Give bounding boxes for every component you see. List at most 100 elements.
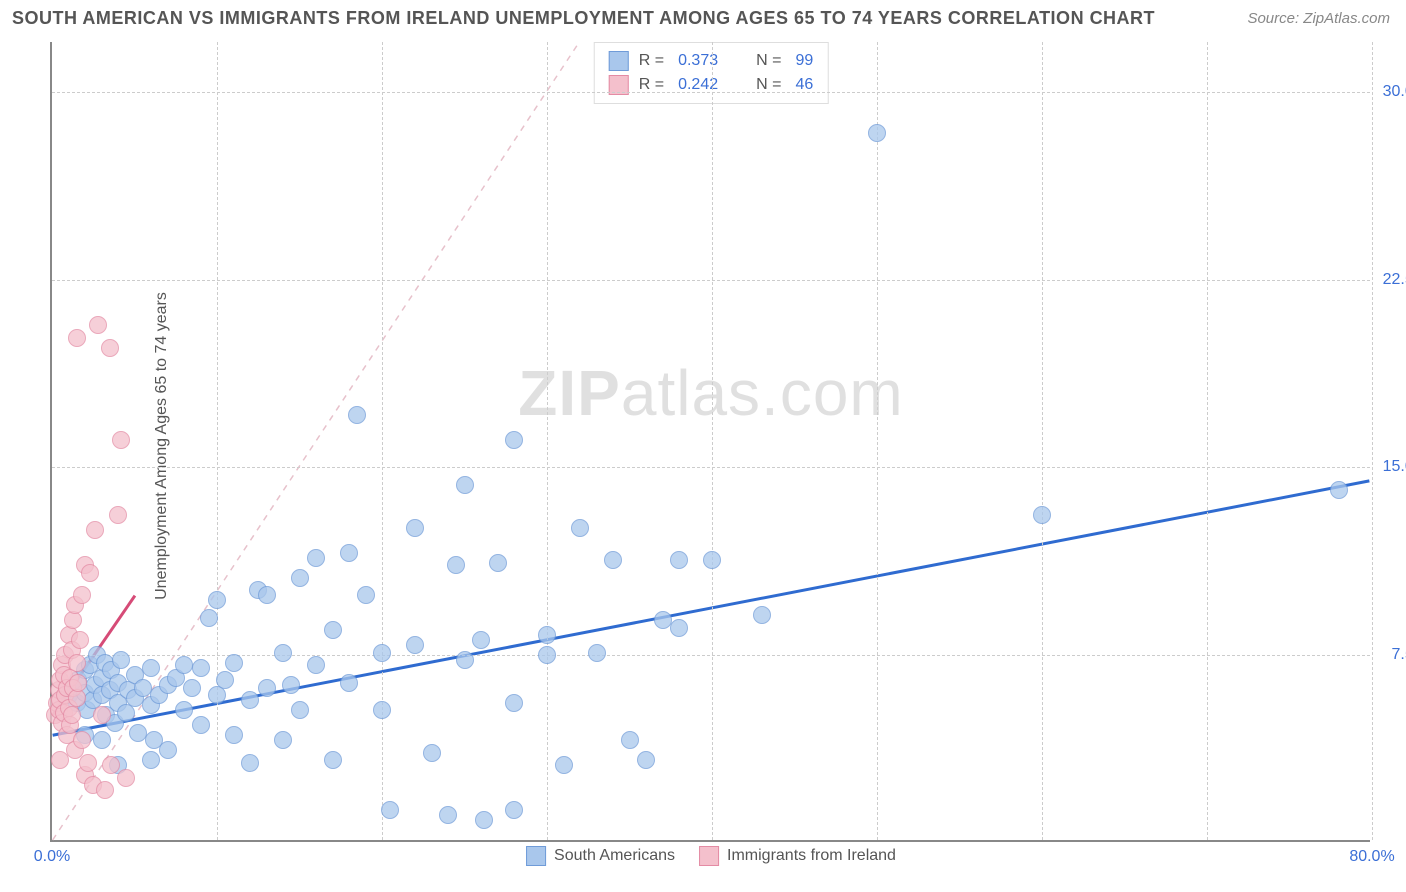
data-point: [703, 551, 721, 569]
data-point: [68, 654, 86, 672]
y-tick-label: 30.0%: [1383, 83, 1406, 101]
data-point: [102, 756, 120, 774]
data-point: [183, 679, 201, 697]
data-point: [79, 754, 97, 772]
data-point: [340, 544, 358, 562]
data-point: [225, 654, 243, 672]
data-point: [753, 606, 771, 624]
data-point: [51, 751, 69, 769]
data-point: [241, 691, 259, 709]
data-point: [654, 611, 672, 629]
data-point: [348, 406, 366, 424]
y-tick-label: 15.0%: [1383, 458, 1406, 476]
data-point: [175, 656, 193, 674]
grid-line-vertical: [1042, 42, 1043, 840]
data-point: [604, 551, 622, 569]
y-tick-label: 7.5%: [1392, 646, 1406, 664]
data-point: [505, 431, 523, 449]
data-point: [200, 609, 218, 627]
grid-line-vertical: [547, 42, 548, 840]
chart-container: SOUTH AMERICAN VS IMMIGRANTS FROM IRELAN…: [0, 0, 1406, 892]
data-point: [538, 646, 556, 664]
data-point: [68, 329, 86, 347]
data-point: [423, 744, 441, 762]
data-point: [73, 586, 91, 604]
data-point: [291, 701, 309, 719]
chart-title: SOUTH AMERICAN VS IMMIGRANTS FROM IRELAN…: [12, 8, 1155, 29]
data-point: [258, 679, 276, 697]
data-point: [112, 431, 130, 449]
data-point: [258, 586, 276, 604]
data-point: [373, 701, 391, 719]
data-point: [142, 751, 160, 769]
data-point: [447, 556, 465, 574]
grid-line-vertical: [217, 42, 218, 840]
data-point: [274, 731, 292, 749]
data-point: [324, 751, 342, 769]
data-point: [637, 751, 655, 769]
grid-line-vertical: [382, 42, 383, 840]
legend-series-label: Immigrants from Ireland: [727, 847, 896, 865]
data-point: [192, 716, 210, 734]
data-point: [670, 551, 688, 569]
data-point: [73, 731, 91, 749]
source-attribution: Source: ZipAtlas.com: [1247, 10, 1390, 27]
legend-swatch: [526, 846, 546, 866]
data-point: [96, 781, 114, 799]
grid-line-horizontal: [52, 92, 1370, 93]
data-point: [159, 741, 177, 759]
data-point: [282, 676, 300, 694]
data-point: [357, 586, 375, 604]
n-label: N =: [756, 52, 781, 70]
data-point: [208, 591, 226, 609]
data-point: [489, 554, 507, 572]
data-point: [129, 724, 147, 742]
legend-series-item: Immigrants from Ireland: [699, 846, 896, 866]
legend-series-item: South Americans: [526, 846, 675, 866]
data-point: [225, 726, 243, 744]
data-point: [274, 644, 292, 662]
data-point: [175, 701, 193, 719]
data-point: [142, 659, 160, 677]
data-point: [89, 316, 107, 334]
data-point: [192, 659, 210, 677]
data-point: [101, 339, 119, 357]
data-point: [71, 631, 89, 649]
data-point: [112, 651, 130, 669]
grid-line-vertical: [712, 42, 713, 840]
data-point: [216, 671, 234, 689]
data-point: [117, 769, 135, 787]
data-point: [670, 619, 688, 637]
data-point: [472, 631, 490, 649]
data-point: [406, 636, 424, 654]
data-point: [475, 811, 493, 829]
data-point: [555, 756, 573, 774]
data-point: [456, 651, 474, 669]
data-point: [538, 626, 556, 644]
y-tick-label: 22.5%: [1383, 271, 1406, 289]
data-point: [134, 679, 152, 697]
grid-line-vertical: [1372, 42, 1373, 840]
data-point: [1033, 506, 1051, 524]
plot-area: ZIPatlas.com R =0.373 N =99 R =0.242 N =…: [50, 42, 1370, 842]
data-point: [505, 694, 523, 712]
data-point: [63, 706, 81, 724]
data-point: [69, 674, 87, 692]
trend-lines-layer: [52, 42, 1370, 840]
grid-line-vertical: [1207, 42, 1208, 840]
n-value: 99: [795, 52, 813, 70]
data-point: [571, 519, 589, 537]
data-point: [93, 731, 111, 749]
data-point: [505, 801, 523, 819]
grid-line-horizontal: [52, 467, 1370, 468]
data-point: [868, 124, 886, 142]
grid-line-vertical: [877, 42, 878, 840]
data-point: [588, 644, 606, 662]
data-point: [456, 476, 474, 494]
data-point: [340, 674, 358, 692]
data-point: [381, 801, 399, 819]
grid-line-horizontal: [52, 655, 1370, 656]
data-point: [307, 549, 325, 567]
r-label: R =: [639, 52, 664, 70]
legend-swatch: [699, 846, 719, 866]
